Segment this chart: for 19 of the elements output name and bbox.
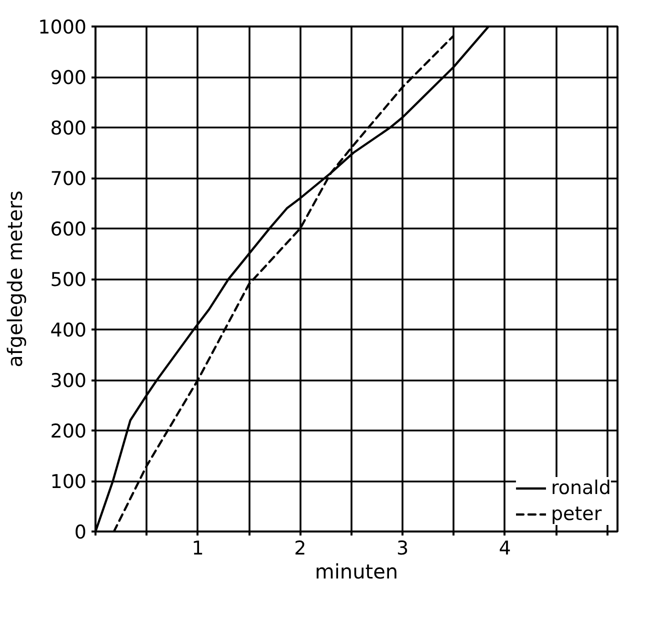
y-tick-label: 200 — [50, 420, 86, 442]
y-tick-label: 100 — [50, 471, 86, 493]
x-tick-label: 4 — [498, 538, 511, 560]
y-tick-label: 600 — [50, 218, 86, 240]
y-tick-label: 800 — [50, 118, 86, 140]
y-tick-label: 700 — [50, 168, 86, 190]
legend-label: ronald — [550, 477, 611, 499]
x-tick-label: 3 — [396, 538, 409, 560]
y-tick-label: 0 — [74, 522, 87, 544]
y-tick-label: 900 — [50, 67, 86, 89]
x-tick-label: 1 — [192, 538, 204, 560]
x-tick-label: 2 — [294, 538, 306, 560]
x-axis-title: minuten — [314, 560, 398, 584]
y-tick-label: 1000 — [38, 16, 87, 38]
y-axis-title: afgelegde meters — [3, 190, 28, 368]
y-tick-label: 500 — [50, 269, 86, 291]
y-tick-label: 400 — [50, 320, 86, 342]
legend-label: peter — [550, 503, 602, 525]
y-tick-label: 300 — [50, 370, 86, 392]
